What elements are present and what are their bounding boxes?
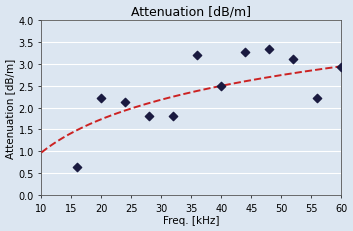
Point xyxy=(146,115,152,119)
Title: Attenuation [dB/m]: Attenuation [dB/m] xyxy=(131,6,251,18)
Point xyxy=(98,97,104,100)
Point xyxy=(339,66,344,70)
Point xyxy=(195,54,200,58)
Point xyxy=(291,58,296,62)
Point xyxy=(122,101,128,105)
Point xyxy=(267,48,272,51)
Point xyxy=(170,115,176,119)
X-axis label: Freq. [kHz]: Freq. [kHz] xyxy=(163,216,220,225)
Point xyxy=(243,51,248,55)
Point xyxy=(74,165,80,169)
Point xyxy=(219,85,224,88)
Point xyxy=(315,97,320,100)
Y-axis label: Attenuation [dB/m]: Attenuation [dB/m] xyxy=(6,58,16,158)
